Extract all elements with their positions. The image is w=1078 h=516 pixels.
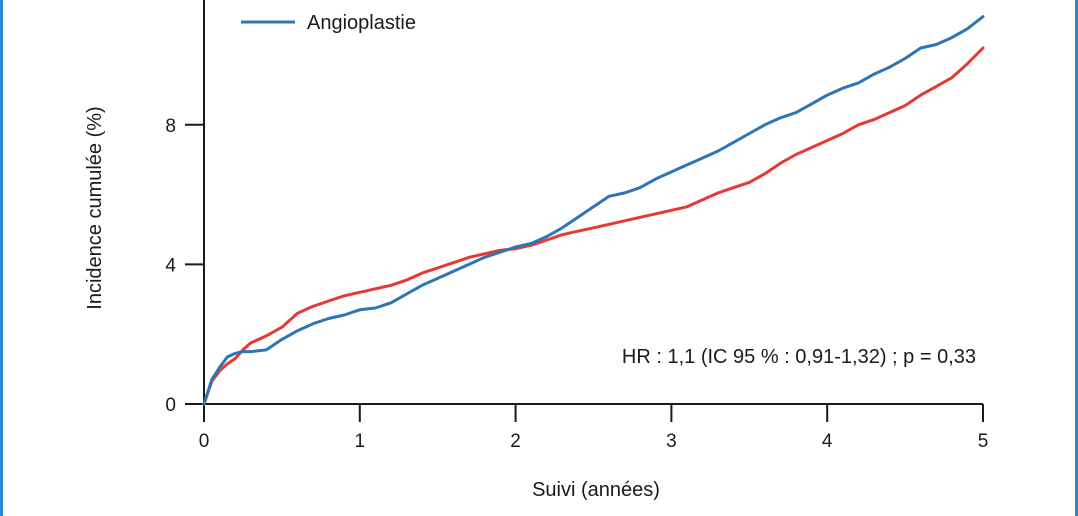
x-axis-label: Suivi (années) xyxy=(532,479,660,501)
legend: Angioplastie xyxy=(241,12,416,34)
hr-annotation: HR : 1,1 (IC 95 % : 0,91-1,32) ; p = 0,3… xyxy=(622,346,976,368)
y-axis-label: Incidence cumulée (%) xyxy=(84,106,106,309)
x-tick-label: 4 xyxy=(822,431,833,452)
x-tick-label: 2 xyxy=(510,431,521,452)
x-tick-label: 1 xyxy=(355,431,366,452)
x-tick-label: 5 xyxy=(978,431,989,452)
y-tick-label: 4 xyxy=(165,255,176,276)
legend-label-angioplastie: Angioplastie xyxy=(307,12,416,34)
y-tick-label: 8 xyxy=(165,116,176,137)
x-tick-label: 3 xyxy=(666,431,677,452)
y-tick-label: 0 xyxy=(165,395,176,416)
x-tick-label: 0 xyxy=(199,431,210,452)
series-lines xyxy=(202,15,985,406)
series-line-angioplastie xyxy=(202,15,985,406)
series-line-red xyxy=(202,46,985,406)
axis-ticks: 0 1 2 3 4 5 0 4 8 xyxy=(165,116,988,452)
chart-svg: 0 1 2 3 4 5 0 4 8 Angioplastie HR : 1,1 (IC 95 %… xyxy=(84,0,988,501)
